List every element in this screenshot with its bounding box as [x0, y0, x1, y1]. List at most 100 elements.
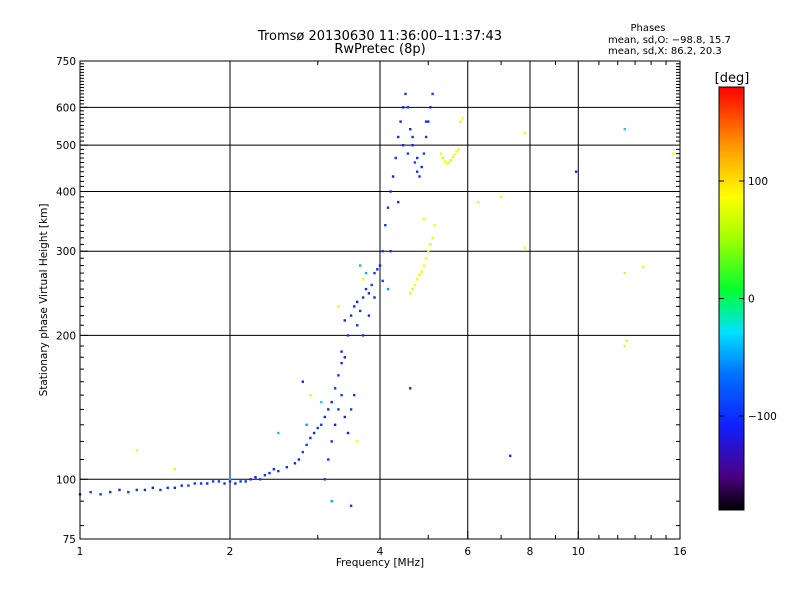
data-point	[211, 480, 215, 483]
y-tick-label: 300	[56, 246, 76, 258]
data-point	[323, 478, 326, 481]
data-point	[445, 162, 449, 165]
data-point	[330, 440, 333, 443]
data-point	[364, 287, 368, 291]
data-point	[431, 92, 434, 96]
data-point	[523, 246, 526, 249]
data-point	[305, 423, 308, 426]
data-point	[413, 161, 417, 164]
data-point	[427, 250, 430, 253]
data-point	[277, 469, 280, 473]
data-point	[384, 224, 387, 227]
data-point	[356, 300, 359, 304]
data-point	[625, 339, 628, 342]
data-point	[397, 135, 400, 139]
x-tick-label: 6	[464, 546, 471, 558]
data-point	[297, 458, 301, 461]
data-point	[228, 480, 232, 483]
data-point	[424, 120, 428, 123]
data-point	[199, 482, 203, 485]
data-point	[623, 344, 626, 348]
data-point	[409, 128, 412, 131]
data-point	[305, 443, 308, 447]
data-point	[180, 484, 183, 487]
data-point	[376, 268, 379, 271]
data-point	[337, 408, 340, 411]
data-point	[443, 160, 447, 163]
data-point	[381, 250, 384, 253]
data-point	[89, 490, 92, 494]
data-point	[244, 480, 247, 483]
data-point	[413, 283, 417, 287]
data-point	[401, 106, 405, 109]
data-point	[409, 387, 412, 390]
data-point	[143, 488, 147, 492]
data-point	[239, 480, 242, 483]
data-point	[285, 466, 288, 469]
data-point	[356, 440, 359, 443]
data-point	[127, 490, 130, 494]
data-point	[353, 393, 356, 397]
data-point	[333, 387, 337, 390]
data-point	[416, 278, 419, 281]
data-point	[249, 478, 252, 481]
data-point	[477, 200, 480, 204]
data-point	[381, 279, 384, 283]
data-point	[574, 170, 578, 173]
colorbar-tick-label: 0	[748, 294, 755, 306]
data-point	[263, 474, 267, 477]
data-point	[234, 482, 237, 485]
data-point	[293, 462, 297, 465]
data-point	[367, 292, 371, 295]
x-tick-label: 2	[227, 546, 234, 558]
data-point	[99, 493, 102, 496]
x-tick-label: 4	[377, 546, 384, 558]
data-point	[671, 152, 675, 155]
data-point	[301, 450, 304, 454]
data-point	[330, 500, 333, 503]
data-point	[173, 486, 176, 489]
data-point	[135, 449, 138, 452]
data-point	[459, 120, 462, 123]
data-point	[429, 243, 432, 246]
data-point	[416, 156, 419, 160]
data-point	[340, 361, 343, 365]
data-point	[623, 128, 626, 131]
data-point	[447, 161, 451, 164]
data-point	[411, 135, 414, 139]
data-point	[361, 278, 365, 281]
data-point	[433, 224, 436, 227]
data-point	[401, 144, 405, 147]
data-point	[356, 324, 359, 327]
grid-lines	[80, 61, 680, 539]
data-point	[309, 436, 312, 440]
data-point	[457, 148, 460, 151]
data-point	[427, 120, 430, 123]
data-point	[228, 478, 232, 481]
data-point	[406, 152, 410, 155]
data-point	[642, 265, 645, 269]
data-point	[277, 431, 280, 435]
y-axis-label: Stationary phase Virtual Height [km]	[38, 204, 50, 397]
y-tick-label: 200	[56, 330, 76, 342]
data-point	[272, 468, 276, 471]
data-point	[509, 454, 512, 457]
x-tick-label: 10	[572, 546, 585, 558]
data-point	[301, 380, 304, 383]
data-point	[364, 271, 368, 275]
data-point	[349, 408, 353, 411]
y-tick-label: 400	[56, 186, 76, 198]
data-point	[327, 408, 330, 411]
data-point	[337, 305, 340, 308]
data-point	[118, 488, 121, 492]
colorbar-tick-label: −100	[748, 411, 777, 423]
data-point	[343, 319, 346, 322]
data-point	[254, 476, 257, 479]
data-point	[151, 486, 154, 489]
data-point	[343, 356, 346, 359]
data-point	[316, 426, 319, 430]
data-point	[499, 195, 503, 198]
data-point	[420, 270, 423, 273]
data-point	[455, 150, 458, 153]
data-point	[378, 264, 382, 267]
